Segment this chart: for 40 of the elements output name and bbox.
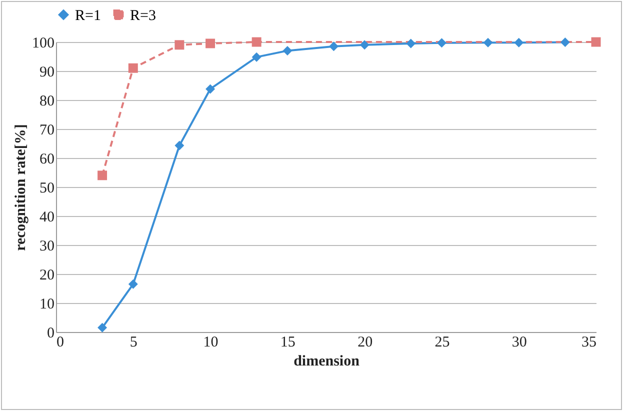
- y-tick-label: 10: [40, 296, 54, 312]
- point: [560, 38, 570, 48]
- point: [328, 42, 338, 52]
- point: [282, 46, 292, 56]
- x-axis-title: dimension: [294, 354, 360, 370]
- legend-label: R=1: [75, 8, 101, 24]
- point: [174, 140, 184, 150]
- point: [252, 37, 262, 47]
- point: [206, 38, 216, 48]
- y-tick-label: 70: [40, 122, 54, 138]
- point: [514, 38, 524, 48]
- point: [128, 279, 138, 289]
- x-tick-label: 20: [358, 334, 373, 350]
- point: [591, 37, 601, 47]
- x-tick-label: 5: [130, 334, 138, 350]
- point: [206, 84, 216, 94]
- point: [406, 38, 416, 48]
- y-tick-label: 100: [32, 36, 54, 52]
- y-tick-label: 40: [40, 210, 54, 226]
- y-tick-label: 60: [40, 152, 54, 168]
- y-axis-title: recognition rate[%]: [13, 124, 29, 251]
- y-tick-label: 50: [40, 180, 54, 196]
- x-tick-label: 15: [280, 334, 296, 350]
- x-tick-label: 35: [582, 334, 596, 350]
- point: [174, 40, 184, 50]
- point: [360, 40, 370, 50]
- x-tick-label: 30: [512, 334, 527, 350]
- point: [98, 170, 108, 180]
- y-tick-label: 20: [40, 268, 54, 284]
- point: [436, 38, 446, 48]
- point: [483, 38, 493, 48]
- point: [128, 63, 138, 73]
- y-tick-label: 80: [40, 94, 54, 110]
- point: [98, 322, 108, 332]
- x-tick-label: 10: [203, 334, 218, 350]
- x-tick-label: 25: [434, 334, 450, 350]
- y-tick-label: 90: [40, 64, 54, 80]
- point: [252, 52, 262, 62]
- legend-label: R=3: [130, 8, 156, 24]
- y-tick-label: 30: [40, 238, 54, 254]
